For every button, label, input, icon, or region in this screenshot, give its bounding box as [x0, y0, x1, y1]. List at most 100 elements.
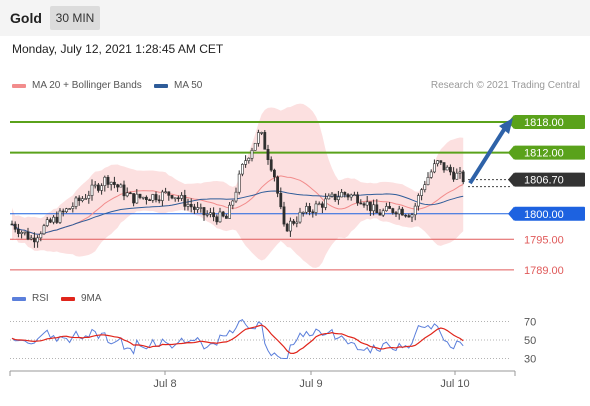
candle-body — [256, 132, 260, 144]
candle-body — [455, 172, 459, 180]
candle-body — [61, 210, 65, 213]
candle-body — [186, 203, 190, 207]
credit-text: Research © 2021 Trading Central — [430, 80, 580, 91]
candle-body — [16, 229, 20, 234]
candle-body — [97, 184, 100, 191]
candle-body — [23, 231, 27, 234]
candle-body — [416, 195, 420, 207]
candle-body — [199, 207, 203, 209]
rsi-tick-label: 50 — [524, 335, 536, 347]
candle-body — [346, 194, 350, 198]
candle-body — [436, 160, 440, 165]
candle-body — [340, 192, 344, 198]
candle-body — [48, 219, 52, 223]
timeframe-button[interactable]: 30 MIN — [50, 6, 100, 30]
candle-body — [13, 223, 17, 230]
candle-body — [327, 195, 331, 200]
candle-body — [231, 200, 235, 206]
timestamp: Monday, July 12, 2021 1:28:45 AM CET — [12, 42, 224, 56]
candle-body — [279, 192, 283, 208]
candle-body — [320, 203, 324, 208]
candle-body — [388, 206, 392, 209]
ma20-swatch — [12, 83, 26, 88]
symbol-title: Gold — [10, 10, 42, 26]
candle-body — [167, 191, 171, 196]
candle-body — [170, 195, 174, 199]
level-tag-pointer — [508, 172, 514, 187]
candle-body — [90, 184, 94, 196]
candle-body — [397, 208, 401, 215]
candle-body — [378, 212, 382, 216]
ma50-swatch — [154, 83, 168, 88]
candle-body — [288, 220, 292, 232]
candle-body — [285, 223, 289, 232]
candle-body — [352, 194, 356, 197]
candle-body — [135, 193, 139, 204]
level-tag-resistance — [514, 145, 585, 160]
legend-ma50-label: MA 50 — [174, 80, 203, 91]
candle-body — [68, 208, 72, 210]
candle-body — [71, 206, 75, 209]
candle-body — [461, 171, 465, 183]
candle-body — [52, 216, 56, 223]
candle-body — [100, 185, 104, 191]
candle-body — [39, 233, 43, 239]
candle-body — [77, 197, 81, 201]
candle-body — [407, 215, 411, 218]
level-label-current: 1806.70 — [524, 175, 564, 187]
candle-body — [365, 201, 369, 206]
ma20-line — [11, 175, 464, 235]
top-bar: Gold 30 MIN — [0, 0, 590, 36]
candle-body — [448, 166, 452, 173]
candle-body — [244, 160, 248, 165]
candle-body — [10, 223, 14, 226]
candle-body — [356, 194, 360, 204]
candle-body — [215, 216, 219, 223]
candle-body — [106, 176, 110, 185]
candle-body — [298, 211, 302, 223]
candle-body — [333, 193, 337, 201]
candle-body — [324, 198, 328, 208]
level-tag-pointer — [508, 145, 514, 160]
candle-body — [317, 203, 321, 206]
candle-body — [375, 204, 379, 214]
candle-body — [420, 189, 424, 196]
candle-body — [410, 214, 414, 218]
candle-body — [151, 194, 155, 201]
candle-body — [253, 142, 257, 151]
candle-body — [119, 184, 123, 188]
candle-body — [205, 213, 209, 216]
candle-body — [308, 206, 312, 213]
candle-body — [266, 148, 270, 160]
candle-body — [330, 193, 334, 197]
candle-body — [32, 237, 36, 243]
candle-body — [36, 237, 40, 243]
candle-body — [109, 181, 113, 185]
candle-body — [212, 212, 216, 218]
candle-body — [209, 212, 212, 215]
candle-body — [55, 216, 59, 223]
candle-body — [103, 176, 107, 187]
legend-ma20: MA 20 + Bollinger Bands — [12, 80, 142, 91]
candle-body — [148, 199, 152, 201]
candle-body — [157, 199, 161, 202]
candle-body — [74, 197, 78, 207]
candle-body — [177, 197, 180, 200]
candle-body — [180, 195, 184, 199]
candle-body — [26, 231, 30, 240]
projection-arrow-head — [499, 118, 513, 134]
candle-body — [391, 208, 395, 213]
candle-body — [404, 214, 408, 217]
candle-body — [228, 204, 232, 219]
legend-rsi-label: RSI — [32, 293, 49, 304]
projection-arrow-shaft — [468, 126, 507, 185]
candle-body — [221, 211, 225, 217]
candle-body — [58, 210, 62, 223]
candle-body — [234, 191, 238, 202]
candle-body — [260, 132, 264, 134]
candle-body — [336, 196, 340, 201]
candle-body — [413, 205, 417, 216]
level-tag-current — [514, 172, 585, 187]
candle-body — [452, 171, 456, 180]
candle-body — [301, 211, 305, 214]
